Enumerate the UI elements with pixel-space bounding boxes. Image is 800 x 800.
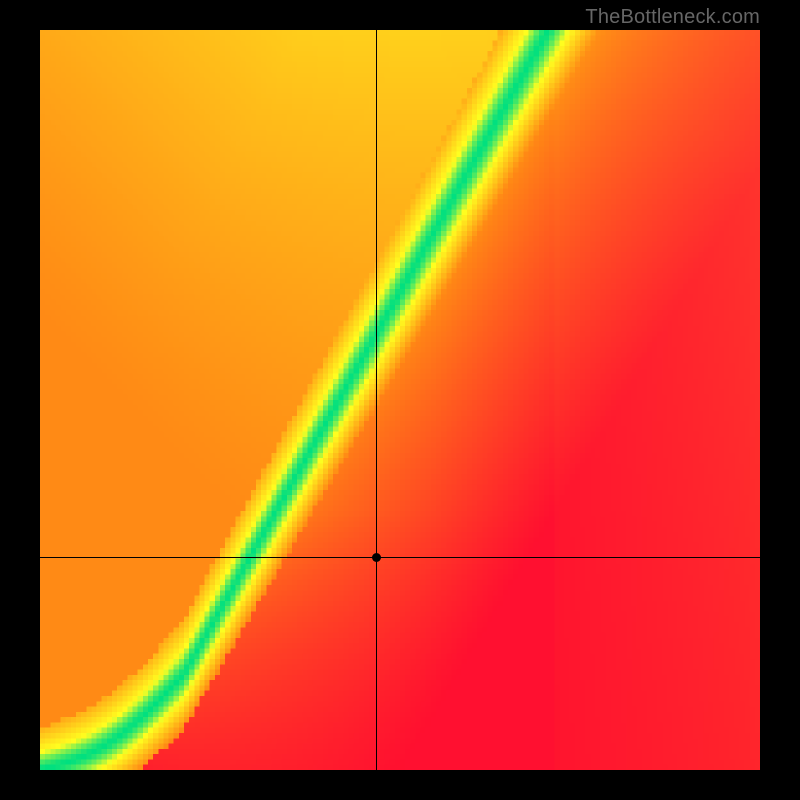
watermark-text: TheBottleneck.com: [585, 6, 760, 29]
heatmap-canvas: [40, 30, 760, 770]
crosshair-horizontal: [40, 557, 760, 558]
chart-container: TheBottleneck.com: [0, 0, 800, 800]
crosshair-vertical: [376, 30, 377, 770]
